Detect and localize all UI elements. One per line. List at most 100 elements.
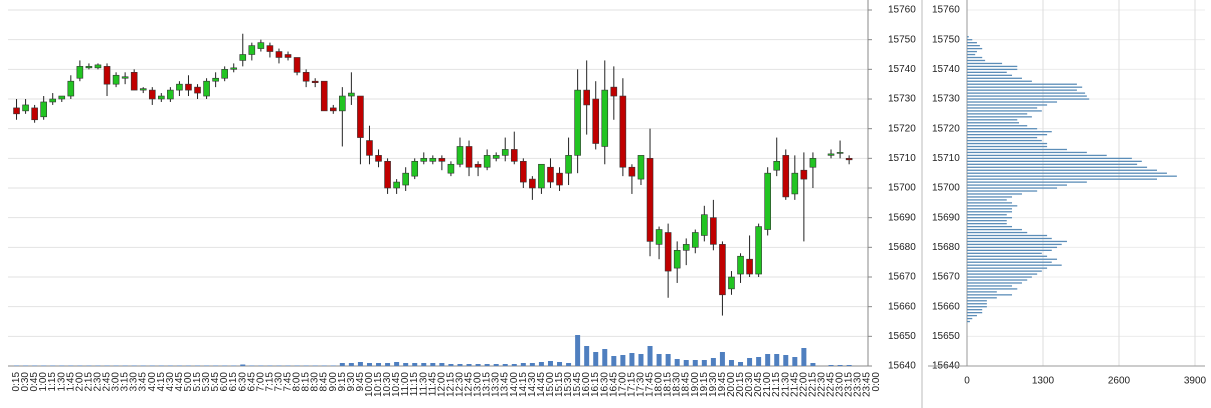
y-tick-label: 15650 bbox=[888, 331, 916, 342]
volume-bar bbox=[620, 355, 626, 366]
volume-bar bbox=[629, 353, 635, 366]
volume-bar bbox=[77, 365, 83, 366]
candle-body bbox=[420, 158, 428, 162]
x-tick-label: 0:00 bbox=[871, 372, 882, 392]
profile-bar bbox=[967, 104, 1048, 106]
profile-bar bbox=[967, 107, 1038, 109]
x-tick-label: 18:30 bbox=[672, 372, 683, 397]
candle-body bbox=[393, 181, 400, 189]
x-tick-label: 16:30 bbox=[599, 372, 610, 397]
profile-bar bbox=[967, 39, 973, 41]
profile-bar bbox=[967, 166, 1148, 168]
profile-bar bbox=[967, 223, 1007, 225]
profile-bar bbox=[967, 270, 1042, 272]
x-tick-label: 12:45 bbox=[464, 372, 475, 397]
profile-bar bbox=[967, 160, 1142, 162]
profile-bar bbox=[967, 36, 969, 38]
profile-bar bbox=[967, 208, 1013, 210]
x-tick-label: 1:00 bbox=[38, 372, 49, 392]
x-tick-label: 4:00 bbox=[147, 372, 158, 392]
y-tick-label: 15750 bbox=[932, 34, 960, 45]
profile-bar bbox=[967, 134, 1048, 136]
candle-body bbox=[67, 80, 75, 97]
x-tick-label: 9:00 bbox=[328, 372, 339, 392]
volume-bar bbox=[575, 335, 581, 366]
volume-bar bbox=[484, 364, 490, 366]
y-tick-label: 15760 bbox=[932, 5, 960, 16]
volume-bar bbox=[801, 348, 807, 366]
x-tick-label: 23:15 bbox=[844, 372, 855, 397]
profile-bar bbox=[967, 98, 1090, 100]
candle-body bbox=[456, 146, 464, 165]
x-tick-label: 1:45 bbox=[65, 372, 76, 392]
volume-bar bbox=[566, 363, 572, 366]
profile-bar bbox=[967, 294, 1013, 296]
volume-bar bbox=[14, 365, 20, 366]
profile-bar bbox=[967, 276, 1032, 278]
x-tick-label: 14:30 bbox=[527, 372, 538, 397]
volume-bar bbox=[158, 365, 164, 366]
candle-body bbox=[203, 80, 210, 97]
x-tick-label: 8:30 bbox=[310, 372, 321, 392]
candle-body bbox=[510, 149, 518, 162]
profile-bar bbox=[967, 178, 1157, 180]
profile-bar bbox=[967, 220, 1007, 222]
candle-body bbox=[673, 250, 681, 269]
profile-bar bbox=[967, 279, 1028, 281]
volume-bar bbox=[502, 364, 508, 366]
candle-body bbox=[646, 158, 654, 242]
x-tick-label: 23:30 bbox=[853, 372, 864, 397]
candle-body bbox=[655, 229, 663, 245]
x-tick-label: 9:30 bbox=[346, 372, 357, 392]
volume-bar bbox=[231, 365, 237, 366]
profile-bar bbox=[967, 237, 1052, 240]
volume-bar bbox=[656, 354, 662, 366]
x-tick-label: 19:15 bbox=[699, 372, 710, 397]
candle-body bbox=[103, 66, 111, 85]
profile-bar bbox=[967, 211, 1013, 213]
volume-bar bbox=[674, 359, 680, 366]
volume-bar bbox=[249, 365, 255, 366]
x-tick-label: 16:15 bbox=[590, 372, 601, 397]
profile-bar bbox=[967, 122, 1020, 124]
y-tick-label: 15700 bbox=[932, 183, 960, 194]
profile-bar bbox=[967, 258, 1058, 260]
profile-bar bbox=[967, 196, 1013, 198]
profile-bar bbox=[967, 255, 1048, 257]
profile-bar bbox=[967, 56, 983, 59]
volume-bar bbox=[167, 365, 173, 366]
candle-body bbox=[755, 226, 762, 275]
x-tick-label: 13:45 bbox=[500, 372, 511, 397]
profile-bar bbox=[967, 175, 1177, 177]
volume-bar bbox=[366, 363, 372, 366]
volume-bar bbox=[430, 363, 436, 366]
x-tick-label: 14:45 bbox=[536, 372, 547, 397]
volume-bar bbox=[339, 363, 345, 366]
x-tick-label: 21:30 bbox=[780, 372, 791, 397]
x-tick-label: 14:00 bbox=[509, 372, 520, 397]
volume-bar bbox=[276, 365, 282, 366]
y-tick-label: 15750 bbox=[888, 34, 916, 45]
profile-bar bbox=[967, 261, 1052, 263]
volume-bar bbox=[321, 365, 327, 366]
candle-body bbox=[121, 76, 129, 79]
x-tick-label: 19:45 bbox=[717, 372, 728, 397]
x-tick-label: 0 bbox=[964, 376, 970, 387]
profile-bar bbox=[967, 184, 1067, 186]
candle-body bbox=[176, 83, 183, 91]
volume-bar bbox=[602, 349, 608, 366]
volume-bar bbox=[701, 360, 707, 366]
x-tick-label: 21:45 bbox=[789, 372, 800, 397]
x-tick-label: 5:15 bbox=[192, 372, 203, 392]
y-tick-label: 15690 bbox=[932, 212, 960, 223]
candle-body bbox=[601, 89, 609, 147]
x-tick-label: 4:15 bbox=[156, 372, 167, 392]
volume-bar bbox=[222, 365, 228, 366]
volume-bar bbox=[32, 365, 38, 366]
x-tick-label: 0:45 bbox=[29, 372, 40, 392]
volume-bar bbox=[439, 363, 445, 366]
x-tick-label: 1:30 bbox=[56, 372, 67, 392]
volume-bar bbox=[611, 356, 617, 366]
candle-body bbox=[139, 88, 147, 91]
volume-bar bbox=[294, 365, 300, 366]
